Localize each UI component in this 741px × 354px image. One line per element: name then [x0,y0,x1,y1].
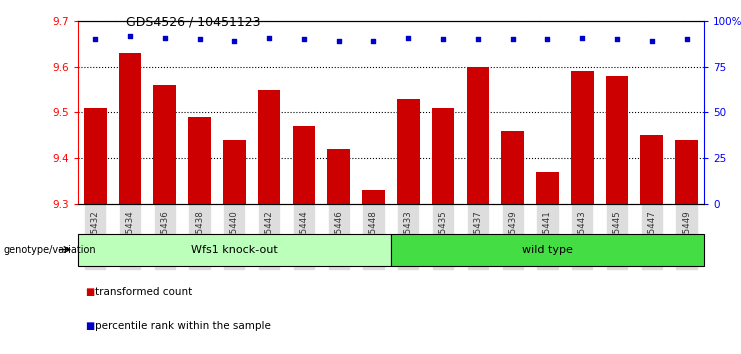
Bar [502,131,524,204]
Point [333,39,345,44]
Text: ■: ■ [85,287,94,297]
Point [124,33,136,39]
Bar [432,108,454,204]
Point [89,37,101,42]
Bar [328,149,350,204]
Point [368,39,379,44]
Text: Wfs1 knock-out: Wfs1 knock-out [191,245,278,255]
Point [472,37,484,42]
Bar [397,99,419,204]
Bar [223,140,246,204]
Bar [153,85,176,204]
Point [507,37,519,42]
Bar [536,172,559,204]
Text: genotype/variation: genotype/variation [4,245,96,255]
Bar [640,135,663,204]
Text: transformed count: transformed count [95,287,192,297]
Text: wild type: wild type [522,245,573,255]
Point [611,37,623,42]
Point [542,37,554,42]
Bar [467,67,489,204]
Point [681,37,693,42]
Point [576,35,588,40]
Point [263,35,275,40]
Bar [571,72,594,204]
Bar [188,117,211,204]
Point [228,39,240,44]
Point [193,37,205,42]
Bar [675,140,698,204]
Point [437,37,449,42]
Point [298,37,310,42]
Bar [605,76,628,204]
Point [402,35,414,40]
Bar [391,234,704,266]
Bar [362,190,385,204]
Text: percentile rank within the sample: percentile rank within the sample [95,321,270,331]
Text: GDS4526 / 10451123: GDS4526 / 10451123 [126,16,261,29]
Bar [258,90,280,204]
Bar [119,53,142,204]
Point [646,39,658,44]
Text: ■: ■ [85,321,94,331]
Bar [84,108,107,204]
Bar [293,126,315,204]
Point [159,35,170,40]
Bar [78,234,391,266]
